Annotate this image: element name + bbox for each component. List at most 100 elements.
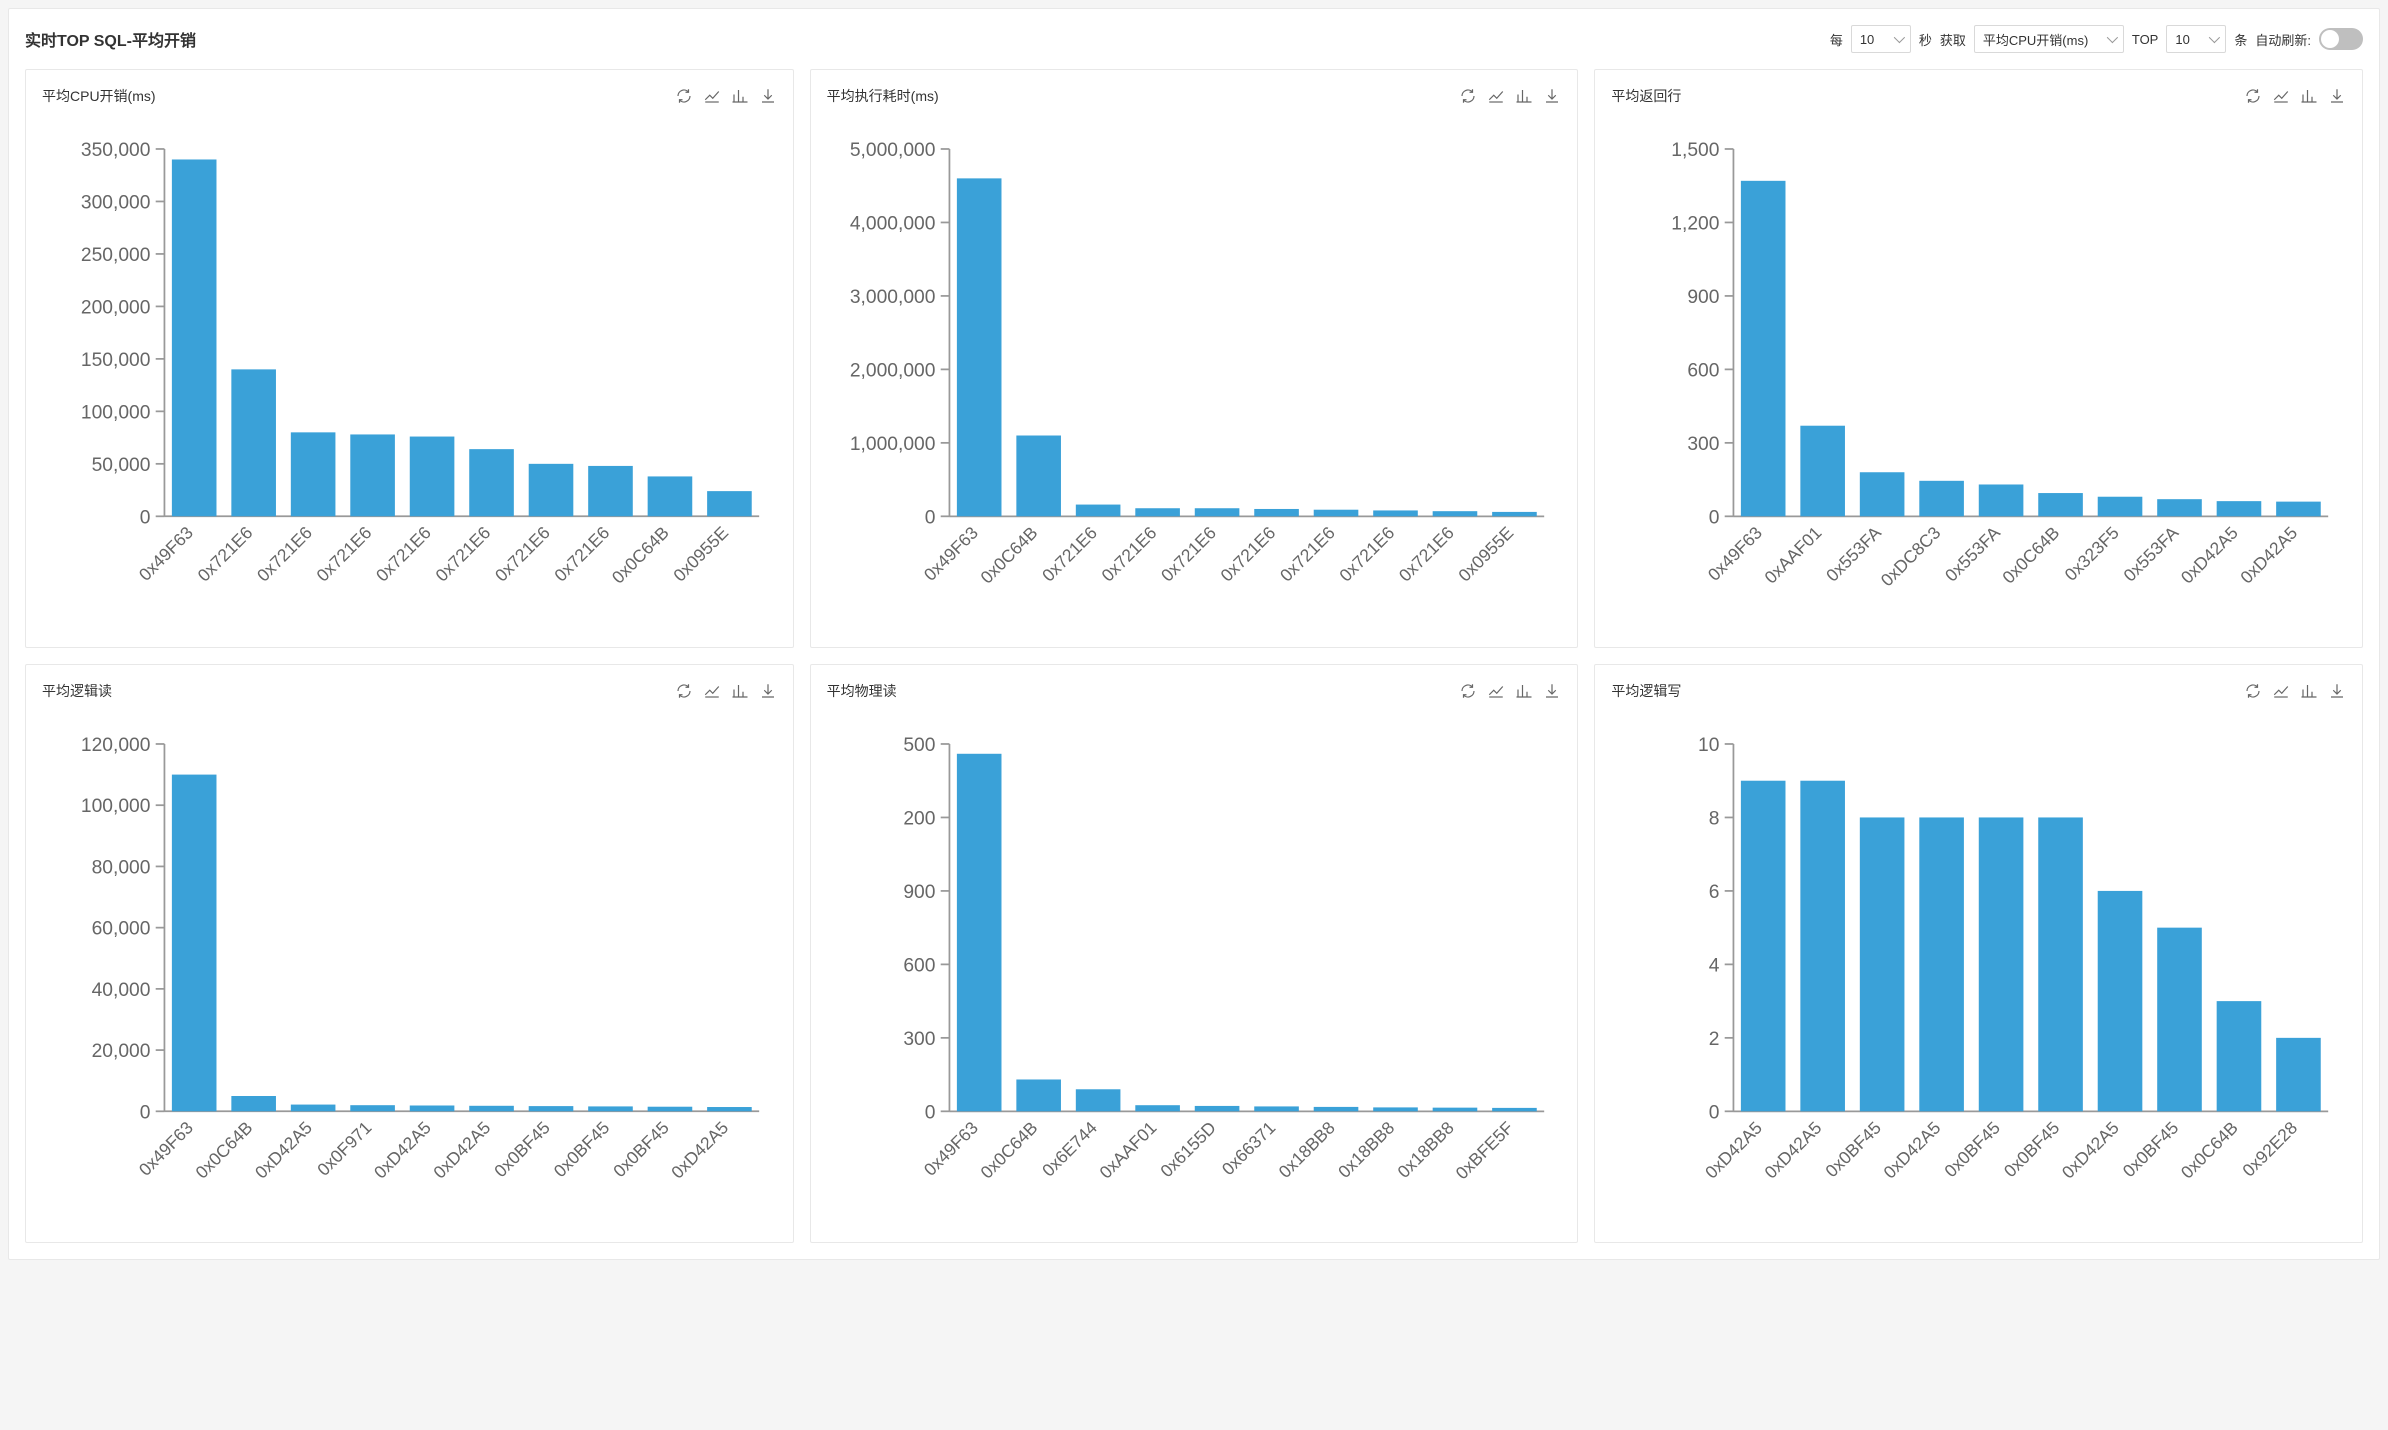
chart-card: 平均逻辑读 020,00040,00060,00080,000100,00012… (25, 664, 794, 1243)
y-axis: 03006009001,2001,500 (1672, 140, 1734, 528)
svg-text:900: 900 (1688, 287, 1720, 308)
bar-chart-icon[interactable] (2300, 682, 2318, 700)
download-icon[interactable] (2328, 682, 2346, 700)
chart-card: 平均物理读 03006009002005000x49F630x0C64B0x6E… (810, 664, 1579, 1243)
refresh-icon[interactable] (1459, 87, 1477, 105)
svg-text:0: 0 (924, 1102, 935, 1123)
download-icon[interactable] (2328, 87, 2346, 105)
page-title: 实时TOP SQL-平均开销 (25, 27, 196, 51)
bar (469, 1106, 514, 1112)
svg-text:0x6155D: 0x6155D (1156, 1117, 1220, 1181)
bar (1741, 181, 1786, 517)
y-axis: 01,000,0002,000,0003,000,0004,000,0005,0… (850, 140, 950, 528)
bar (529, 464, 574, 516)
refresh-icon[interactable] (1459, 682, 1477, 700)
download-icon[interactable] (759, 87, 777, 105)
x-labels: 0xD42A50xD42A50x0BF450xD42A50x0BF450x0BF… (1701, 1117, 2301, 1182)
line-chart-icon[interactable] (1487, 682, 1505, 700)
svg-text:0x721E6: 0x721E6 (253, 522, 316, 585)
y-axis: 0300600900200500 (903, 735, 949, 1123)
bar-chart-icon[interactable] (731, 87, 749, 105)
svg-text:0x553FA: 0x553FA (1941, 522, 2004, 585)
svg-text:0x721E6: 0x721E6 (312, 522, 375, 585)
svg-text:0x721E6: 0x721E6 (1038, 522, 1101, 585)
svg-text:0x6E744: 0x6E744 (1038, 1117, 1101, 1180)
refresh-icon[interactable] (675, 87, 693, 105)
card-actions (1459, 682, 1561, 700)
line-chart-icon[interactable] (2272, 87, 2290, 105)
svg-text:300: 300 (1688, 434, 1720, 455)
chevron-down-icon (1894, 32, 1905, 43)
bar (707, 491, 752, 516)
interval-select[interactable]: 10 (1851, 25, 1911, 53)
bar (588, 466, 633, 516)
bar (231, 369, 276, 516)
svg-text:0xD42A5: 0xD42A5 (2058, 1117, 2123, 1182)
svg-text:0x49F63: 0x49F63 (919, 1117, 981, 1179)
svg-text:200: 200 (903, 808, 935, 829)
svg-text:10: 10 (1698, 735, 1719, 756)
refresh-icon[interactable] (2244, 682, 2262, 700)
metric-select[interactable]: 平均CPU开销(ms) (1974, 25, 2124, 53)
x-labels: 0x49F630x0C64B0x6E7440xAAF010x6155D0x663… (919, 1117, 1517, 1183)
refresh-icon[interactable] (2244, 87, 2262, 105)
download-icon[interactable] (759, 682, 777, 700)
svg-text:0xD42A5: 0xD42A5 (370, 1117, 435, 1182)
svg-text:6: 6 (1709, 882, 1720, 903)
bar-chart-icon[interactable] (1515, 682, 1533, 700)
bar (1135, 508, 1180, 516)
bar (1860, 817, 1905, 1111)
card-actions (1459, 87, 1561, 105)
svg-text:50,000: 50,000 (92, 455, 151, 476)
top-select[interactable]: 10 (2166, 25, 2226, 53)
svg-text:0x721E6: 0x721E6 (1157, 522, 1220, 585)
bar-chart-icon[interactable] (1515, 87, 1533, 105)
svg-text:1,000,000: 1,000,000 (850, 434, 936, 455)
interval-value: 10 (1860, 32, 1874, 47)
bar-chart-icon[interactable] (731, 682, 749, 700)
bars (957, 754, 1537, 1112)
bar (957, 754, 1002, 1112)
refresh-icon[interactable] (675, 682, 693, 700)
card-header: 平均执行耗时(ms) (827, 86, 1562, 106)
svg-text:200,000: 200,000 (81, 297, 151, 318)
svg-text:600: 600 (1688, 360, 1720, 381)
line-chart-icon[interactable] (703, 87, 721, 105)
svg-text:4: 4 (1709, 955, 1720, 976)
svg-text:5,000,000: 5,000,000 (850, 140, 936, 161)
svg-text:0x0C64B: 0x0C64B (608, 522, 673, 587)
bar (2217, 501, 2262, 516)
svg-text:900: 900 (903, 882, 935, 903)
bar (1135, 1105, 1180, 1111)
bar (957, 178, 1002, 516)
download-icon[interactable] (1543, 87, 1561, 105)
count-suffix: 条 (2234, 30, 2247, 49)
auto-refresh-toggle[interactable] (2319, 28, 2363, 50)
line-chart-icon[interactable] (2272, 682, 2290, 700)
svg-text:250,000: 250,000 (81, 245, 151, 266)
bar (1254, 509, 1299, 516)
top-value: 10 (2175, 32, 2189, 47)
svg-text:0x18BB8: 0x18BB8 (1274, 1117, 1338, 1181)
bar (2098, 497, 2143, 517)
bar (529, 1106, 574, 1111)
svg-text:600: 600 (903, 955, 935, 976)
svg-text:0x0F971: 0x0F971 (313, 1117, 375, 1179)
svg-text:0x0BF45: 0x0BF45 (550, 1117, 614, 1181)
chevron-down-icon (2209, 32, 2220, 43)
line-chart-icon[interactable] (1487, 87, 1505, 105)
bar (1432, 1107, 1477, 1111)
bar-chart-icon[interactable] (2300, 87, 2318, 105)
svg-text:0x721E6: 0x721E6 (1216, 522, 1279, 585)
bar (172, 774, 217, 1111)
svg-text:0: 0 (1709, 507, 1720, 528)
chart-card: 平均返回行 03006009001,2001,5000x49F630xAAF01… (1594, 69, 2363, 648)
download-icon[interactable] (1543, 682, 1561, 700)
svg-text:100,000: 100,000 (81, 402, 151, 423)
svg-text:0x0C64B: 0x0C64B (976, 1117, 1041, 1182)
line-chart-icon[interactable] (703, 682, 721, 700)
svg-text:60,000: 60,000 (92, 918, 151, 939)
chart-body: 02468100xD42A50xD42A50x0BF450xD42A50x0BF… (1611, 709, 2346, 1234)
chart-card: 平均逻辑写 02468100xD42A50xD42A50x0BF450xD42A… (1594, 664, 2363, 1243)
svg-text:0x0C64B: 0x0C64B (2177, 1117, 2242, 1182)
